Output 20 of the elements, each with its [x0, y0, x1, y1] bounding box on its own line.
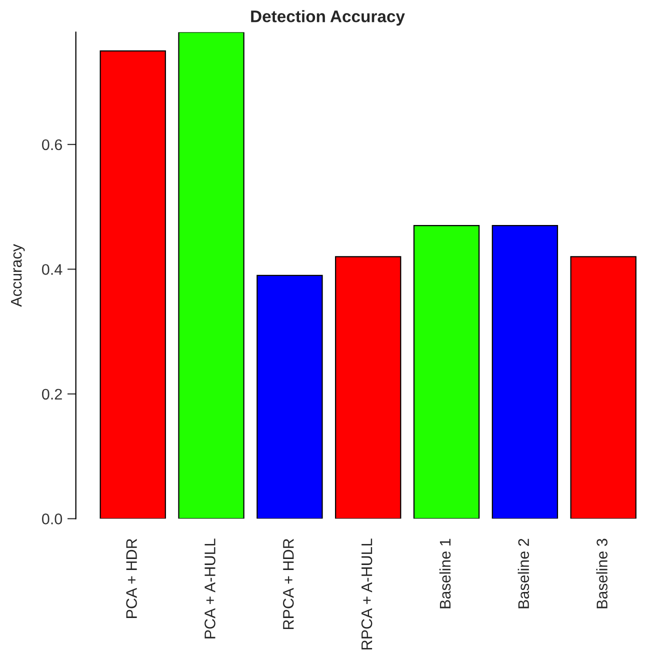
bar [256, 274, 323, 519]
x-tick-label: Baseline 3 [596, 538, 608, 608]
chart-title: Detection Accuracy [251, 10, 405, 26]
x-tick-label: RPCA + A-HULL [361, 538, 372, 650]
x-tick-label: Baseline 1 [439, 538, 451, 608]
x-tick-label: Baseline 2 [518, 538, 530, 608]
bar [492, 224, 558, 519]
y-tick-label: 0.2 [42, 388, 62, 400]
y-tick-label: 0.0 [42, 514, 62, 524]
y-axis-title: Accuracy [11, 244, 25, 307]
x-tick-label: RPCA + HDR [282, 538, 294, 629]
bar [570, 256, 636, 519]
y-tick-label: 0.4 [42, 264, 62, 275]
bar [100, 50, 166, 519]
bar [178, 32, 244, 519]
x-tick-label: PCA + HDR [126, 538, 137, 618]
bar [335, 256, 402, 519]
x-tick-label: PCA + A-HULL [204, 538, 216, 638]
y-tick-label: 0.6 [42, 139, 62, 150]
bar [413, 224, 480, 519]
